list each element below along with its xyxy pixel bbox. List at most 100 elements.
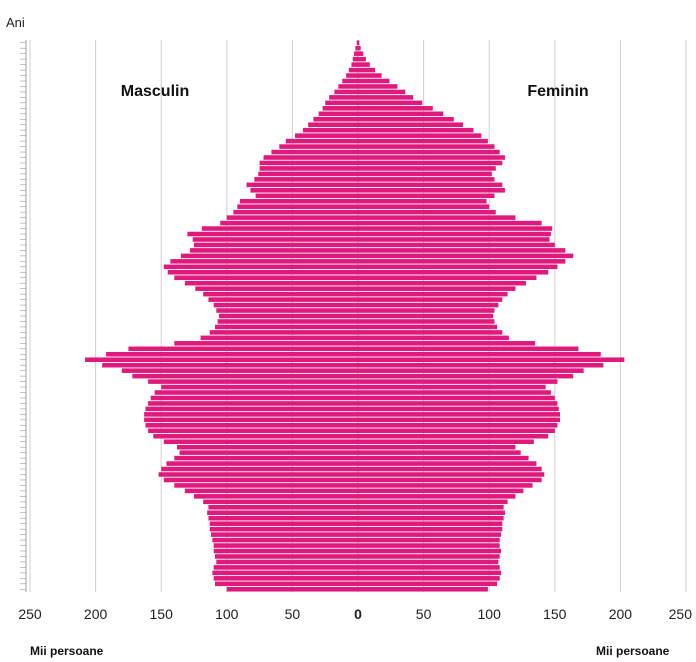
bar-feminin — [358, 100, 423, 106]
bar-feminin — [358, 269, 549, 275]
bar-masculin — [148, 379, 358, 384]
bar-feminin — [358, 40, 360, 46]
bar-masculin — [174, 275, 358, 281]
bar-masculin — [342, 78, 358, 84]
bar-feminin — [358, 488, 524, 494]
bar-feminin — [358, 45, 361, 51]
bar-masculin — [233, 209, 358, 215]
bar-feminin — [358, 188, 505, 193]
bar-masculin — [356, 40, 358, 46]
bar-masculin — [194, 242, 358, 248]
bar-masculin — [213, 302, 358, 308]
x-tick-label: 200 — [84, 606, 108, 622]
bar-masculin — [271, 149, 358, 155]
bar-masculin — [351, 62, 358, 67]
bar-masculin — [208, 505, 358, 510]
bar-masculin — [239, 198, 358, 204]
bar-feminin — [358, 313, 494, 319]
bar-masculin — [161, 384, 358, 390]
bar-feminin — [358, 505, 504, 510]
x-tick-labels: 250 200 150 100 50 0 50 100 150 200 250 — [18, 606, 692, 622]
bar-feminin — [358, 308, 495, 313]
bar-feminin — [358, 264, 558, 270]
bar-feminin — [358, 526, 503, 532]
bar-feminin — [358, 106, 433, 111]
bar-feminin — [358, 406, 559, 412]
bar-masculin — [254, 177, 358, 182]
bar-feminin — [358, 565, 500, 570]
x-axis-unit-right: Mii persoane — [596, 644, 670, 658]
bar-masculin — [148, 401, 358, 406]
x-tick-label: 200 — [609, 606, 633, 622]
bar-masculin — [207, 510, 358, 516]
bar-feminin — [358, 510, 505, 516]
bar-feminin — [358, 56, 366, 62]
series-label-masculin: Masculin — [121, 83, 189, 100]
bar-feminin — [358, 116, 454, 122]
bar-masculin — [355, 45, 358, 51]
bar-feminin — [358, 483, 533, 488]
bar-masculin — [203, 291, 358, 297]
bar-feminin — [358, 548, 502, 554]
bar-masculin — [354, 51, 358, 56]
bar-masculin — [179, 450, 358, 455]
bar-masculin — [163, 264, 358, 270]
bar-masculin — [174, 341, 358, 346]
bar-masculin — [209, 330, 358, 335]
bar-masculin — [174, 455, 358, 461]
bar-masculin — [102, 362, 358, 368]
bar-masculin — [213, 565, 358, 570]
bar-feminin — [358, 330, 503, 335]
bar-feminin — [358, 559, 499, 565]
bar-masculin — [85, 357, 358, 363]
x-tick-label: 100 — [478, 606, 502, 622]
bar-masculin — [212, 570, 358, 576]
bar-feminin — [358, 193, 495, 199]
bar-masculin — [166, 461, 358, 466]
bar-masculin — [352, 56, 358, 62]
bar-masculin — [213, 548, 358, 554]
bar-masculin — [132, 373, 358, 379]
bar-masculin — [255, 193, 358, 199]
bar-masculin — [195, 286, 358, 291]
bar-masculin — [329, 95, 358, 100]
bar-feminin — [358, 428, 555, 434]
bar-feminin — [358, 291, 508, 297]
x-tick-label: 250 — [669, 606, 693, 622]
bar-feminin — [358, 204, 490, 209]
bar-feminin — [358, 379, 558, 384]
bar-masculin — [226, 215, 358, 220]
bar-feminin — [358, 373, 574, 379]
bar-feminin — [358, 543, 500, 548]
bar-masculin — [212, 537, 358, 543]
bar-feminin — [358, 177, 495, 182]
bar-feminin — [358, 220, 542, 226]
bar-feminin — [358, 297, 503, 302]
bar-feminin — [358, 395, 555, 401]
bar-masculin — [226, 586, 358, 592]
bar-masculin — [158, 472, 358, 477]
x-tick-label: 100 — [215, 606, 239, 622]
bar-masculin — [180, 253, 358, 259]
bar-feminin — [358, 111, 444, 117]
bar-feminin — [358, 171, 492, 177]
bar-masculin — [325, 100, 358, 106]
bar-feminin — [358, 401, 558, 406]
x-tick-label: 0 — [354, 606, 362, 622]
bar-masculin — [216, 308, 358, 313]
bar-masculin — [220, 220, 358, 226]
bar-masculin — [121, 368, 358, 373]
bar-masculin — [246, 182, 358, 188]
bar-feminin — [358, 384, 546, 390]
bar-feminin — [358, 521, 503, 526]
bar-masculin — [187, 231, 358, 237]
bar-feminin — [358, 286, 516, 291]
bar-masculin — [250, 188, 358, 193]
bar-masculin — [201, 226, 358, 231]
bar-feminin — [358, 144, 495, 149]
bar-feminin — [358, 423, 558, 428]
bar-feminin — [358, 346, 579, 352]
bar-feminin — [358, 494, 516, 499]
bar-feminin — [358, 95, 414, 100]
